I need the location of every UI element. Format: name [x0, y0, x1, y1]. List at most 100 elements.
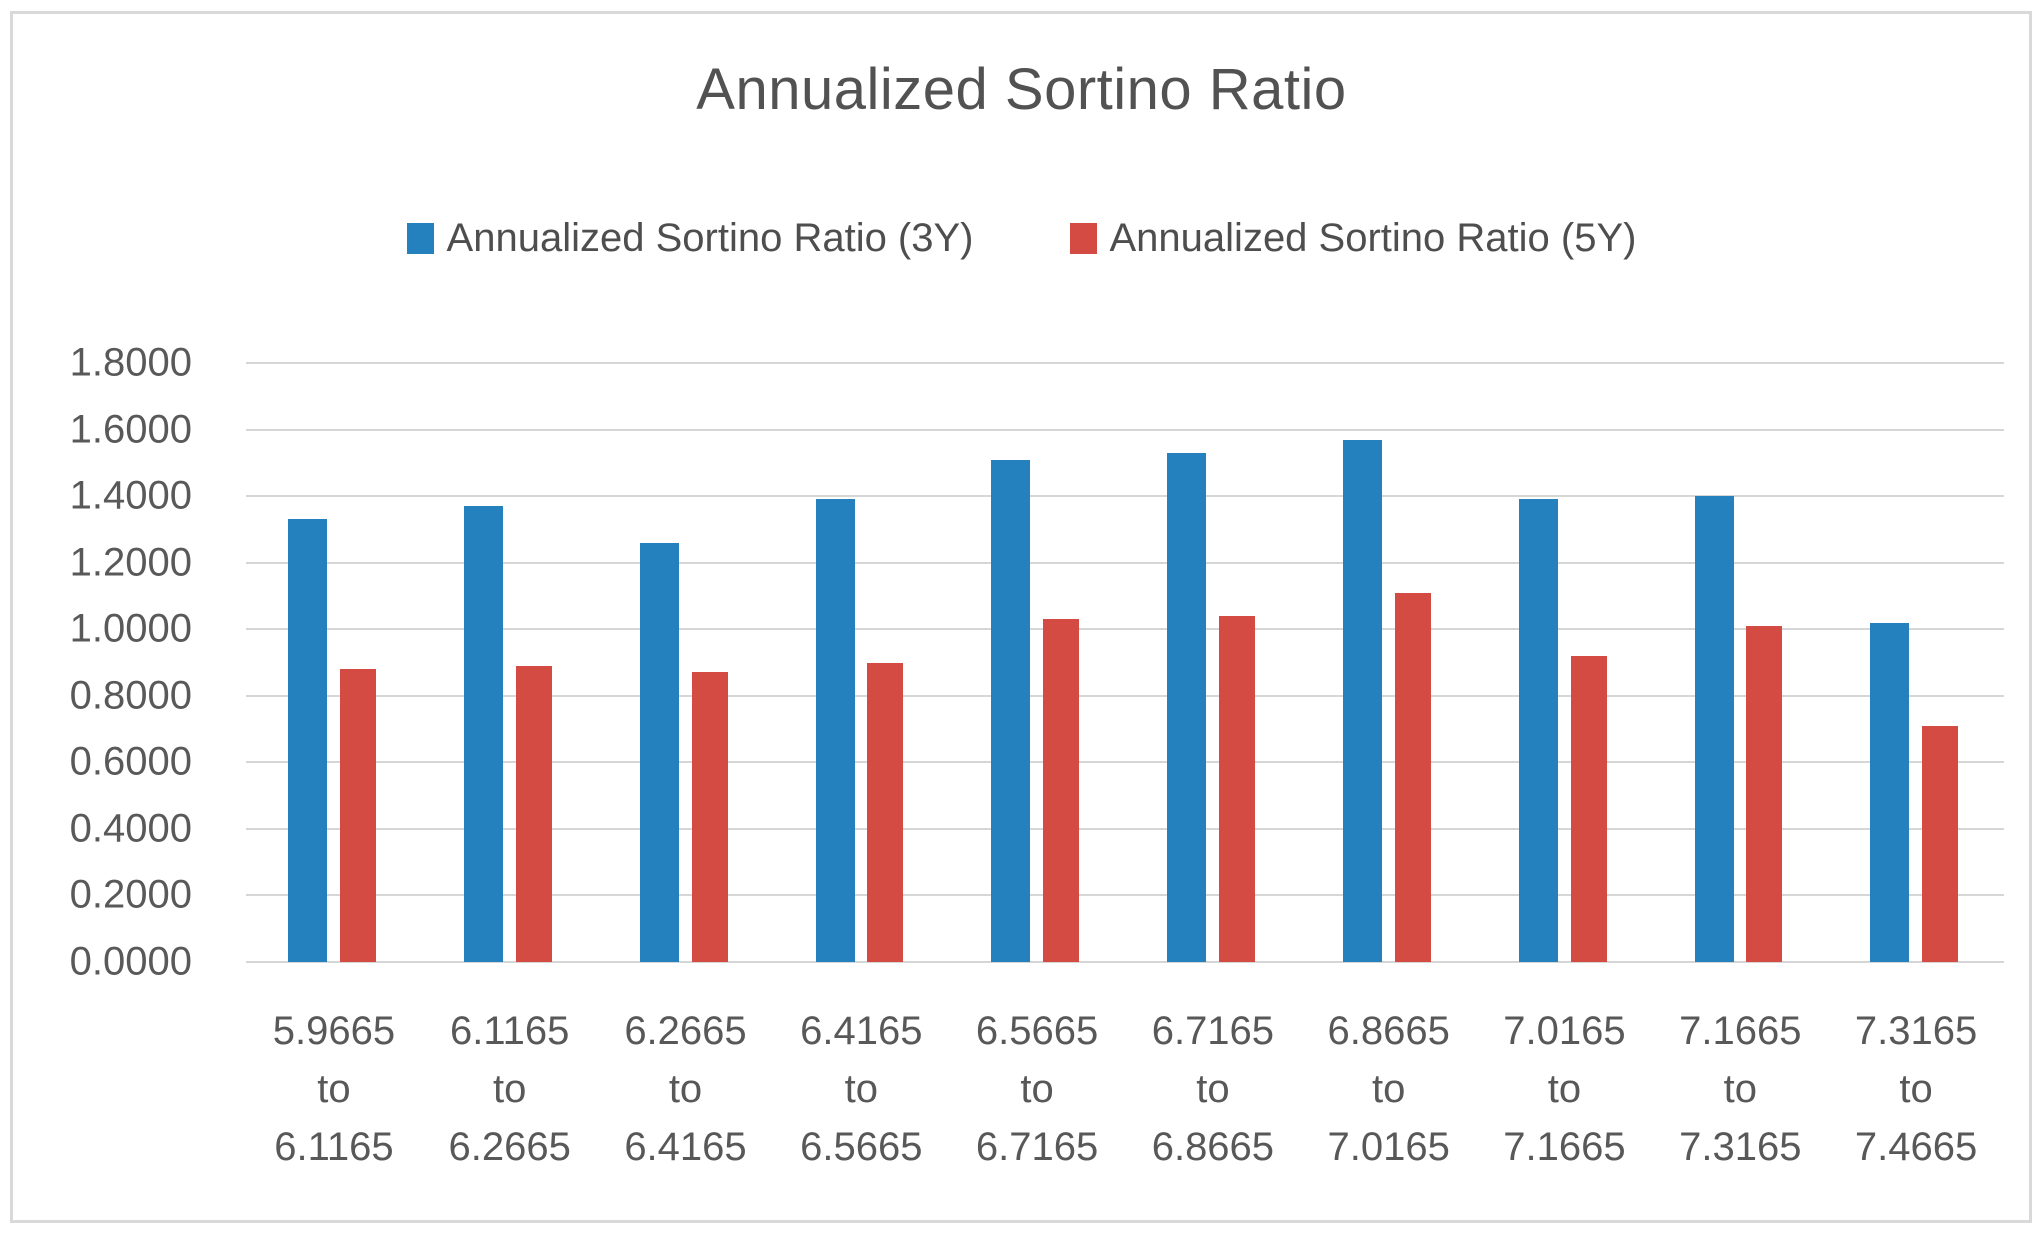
bar-5y — [340, 669, 377, 962]
gridline — [246, 628, 2004, 631]
bar-5y — [1922, 725, 1959, 962]
x-tick-label: 6.8665 to 7.0165 — [1301, 1002, 1477, 1176]
y-tick-label: 0.2000 — [69, 872, 192, 917]
y-tick-label: 1.6000 — [69, 407, 192, 452]
bar-group — [246, 363, 422, 962]
gridline — [246, 428, 2004, 431]
x-tick-label-line: to — [1723, 1067, 1757, 1111]
x-tick-label: 6.7165 to 6.8665 — [1125, 1002, 1301, 1176]
x-tick-label-line: 6.8665 — [1327, 1009, 1450, 1053]
x-tick-label-line: 6.5665 — [800, 1125, 923, 1169]
y-tick-label: 1.0000 — [69, 606, 192, 651]
bar-3y — [463, 506, 503, 962]
legend-label-5y: Annualized Sortino Ratio (5Y) — [1109, 216, 1637, 260]
x-tick-label-line: 7.4665 — [1854, 1125, 1978, 1169]
bar-group — [949, 363, 1125, 962]
x-tick-label-line: 6.7165 — [975, 1125, 1099, 1169]
y-tick-label: 0.4000 — [69, 806, 192, 851]
bar-group — [1301, 363, 1477, 962]
x-tick-label-line: to — [844, 1067, 878, 1111]
x-tick-label-line: 6.5665 — [975, 1009, 1099, 1053]
x-tick-label: 6.5665 to 6.7165 — [949, 1002, 1125, 1176]
plot-area — [246, 362, 2004, 963]
x-tick-label-line: 6.1165 — [274, 1125, 394, 1169]
legend-entry-3y: Annualized Sortino Ratio (3Y) — [406, 216, 974, 261]
legend-swatch-5y — [1069, 223, 1097, 254]
x-tick-label-line: to — [1547, 1067, 1582, 1111]
bar-5y — [867, 662, 904, 962]
bar-5y — [1043, 619, 1080, 962]
bar-group — [598, 363, 774, 962]
y-tick-label: 1.4000 — [69, 473, 192, 518]
legend-label-3y: Annualized Sortino Ratio (3Y) — [446, 216, 974, 260]
x-tick-label-line: 7.3165 — [1854, 1009, 1978, 1053]
bar-3y — [288, 519, 328, 962]
x-tick-label-line: 6.2665 — [624, 1009, 747, 1053]
x-tick-label-line: to — [317, 1067, 351, 1111]
bar-3y — [1342, 439, 1382, 962]
gridline — [246, 694, 2004, 697]
bar-5y — [691, 672, 728, 962]
x-tick-label-line: 6.2665 — [448, 1125, 571, 1169]
y-tick-label: 1.8000 — [69, 340, 192, 385]
x-tick-label-line: 5.9665 — [272, 1009, 396, 1053]
x-tick-label-line: 6.8665 — [1151, 1125, 1275, 1169]
bar-3y — [815, 499, 855, 962]
bar-group — [773, 363, 949, 962]
x-tick-label-line: to — [1196, 1067, 1230, 1111]
y-axis: 1.8000 1.6000 1.4000 1.2000 1.0000 0.8000 0.60… — [0, 341, 192, 984]
x-axis: 5.9665 to 6.1165 6.1165 to 6.2665 6.2665 to 6.41… — [246, 1002, 2004, 1176]
bar-3y — [639, 542, 679, 962]
x-tick-label-line: 6.7165 — [1151, 1009, 1275, 1053]
gridline — [246, 761, 2004, 764]
bar-group — [1477, 363, 1653, 962]
gridline — [246, 827, 2004, 830]
y-tick-label: 1.2000 — [69, 540, 192, 585]
bar-group — [1828, 363, 2004, 962]
x-tick-label: 7.3165 to 7.4665 — [1828, 1002, 2004, 1176]
x-tick-label-line: 7.0165 — [1503, 1009, 1626, 1053]
x-tick-label-line: 7.1665 — [1503, 1125, 1626, 1169]
bar-group — [1652, 363, 1828, 962]
bar-5y — [1570, 655, 1607, 962]
x-tick-label: 5.9665 to 6.1165 — [246, 1002, 422, 1176]
x-tick-label-line: to — [668, 1067, 703, 1111]
legend-swatch-3y — [406, 223, 434, 254]
x-tick-label-line: 7.0165 — [1327, 1125, 1450, 1169]
gridline — [246, 362, 2004, 364]
gridline — [246, 495, 2004, 498]
x-tick-label-line: 7.1665 — [1679, 1009, 1802, 1053]
bar-3y — [991, 459, 1031, 962]
x-tick-label-line: to — [1372, 1067, 1406, 1111]
x-tick-label: 7.1665 to 7.3165 — [1652, 1002, 1828, 1176]
x-tick-label-line: 6.4165 — [624, 1125, 747, 1169]
bar-5y — [1219, 615, 1256, 962]
gridline — [246, 894, 2004, 897]
y-tick-label: 0.0000 — [69, 939, 192, 984]
bar-5y — [515, 665, 552, 962]
x-tick-label: 6.4165 to 6.5665 — [773, 1002, 949, 1176]
bar-5y — [1394, 592, 1431, 962]
y-tick-label: 0.8000 — [69, 673, 192, 718]
x-tick-label: 7.0165 to 7.1665 — [1477, 1002, 1653, 1176]
bar-3y — [1694, 496, 1734, 962]
x-tick-label-line: 6.1165 — [450, 1009, 570, 1053]
bar-3y — [1870, 622, 1910, 962]
x-tick-label-line: to — [493, 1067, 527, 1111]
legend-entry-5y: Annualized Sortino Ratio (5Y) — [1069, 216, 1637, 261]
bar-3y — [1518, 499, 1558, 962]
x-tick-label: 6.2665 to 6.4165 — [598, 1002, 774, 1176]
chart-title: Annualized Sortino Ratio — [696, 57, 1347, 122]
bar-5y — [1746, 625, 1783, 962]
gridline — [246, 561, 2004, 564]
x-tick-label: 6.1165 to 6.2665 — [422, 1002, 598, 1176]
bar-3y — [1167, 452, 1207, 962]
bar-group — [422, 363, 598, 962]
bar-group — [1125, 363, 1301, 962]
x-tick-label-line: 7.3165 — [1679, 1125, 1802, 1169]
x-tick-label-line: to — [1020, 1067, 1054, 1111]
y-tick-label: 0.6000 — [69, 739, 192, 784]
x-tick-label-line: to — [1899, 1067, 1933, 1111]
x-tick-label-line: 6.4165 — [800, 1009, 923, 1053]
